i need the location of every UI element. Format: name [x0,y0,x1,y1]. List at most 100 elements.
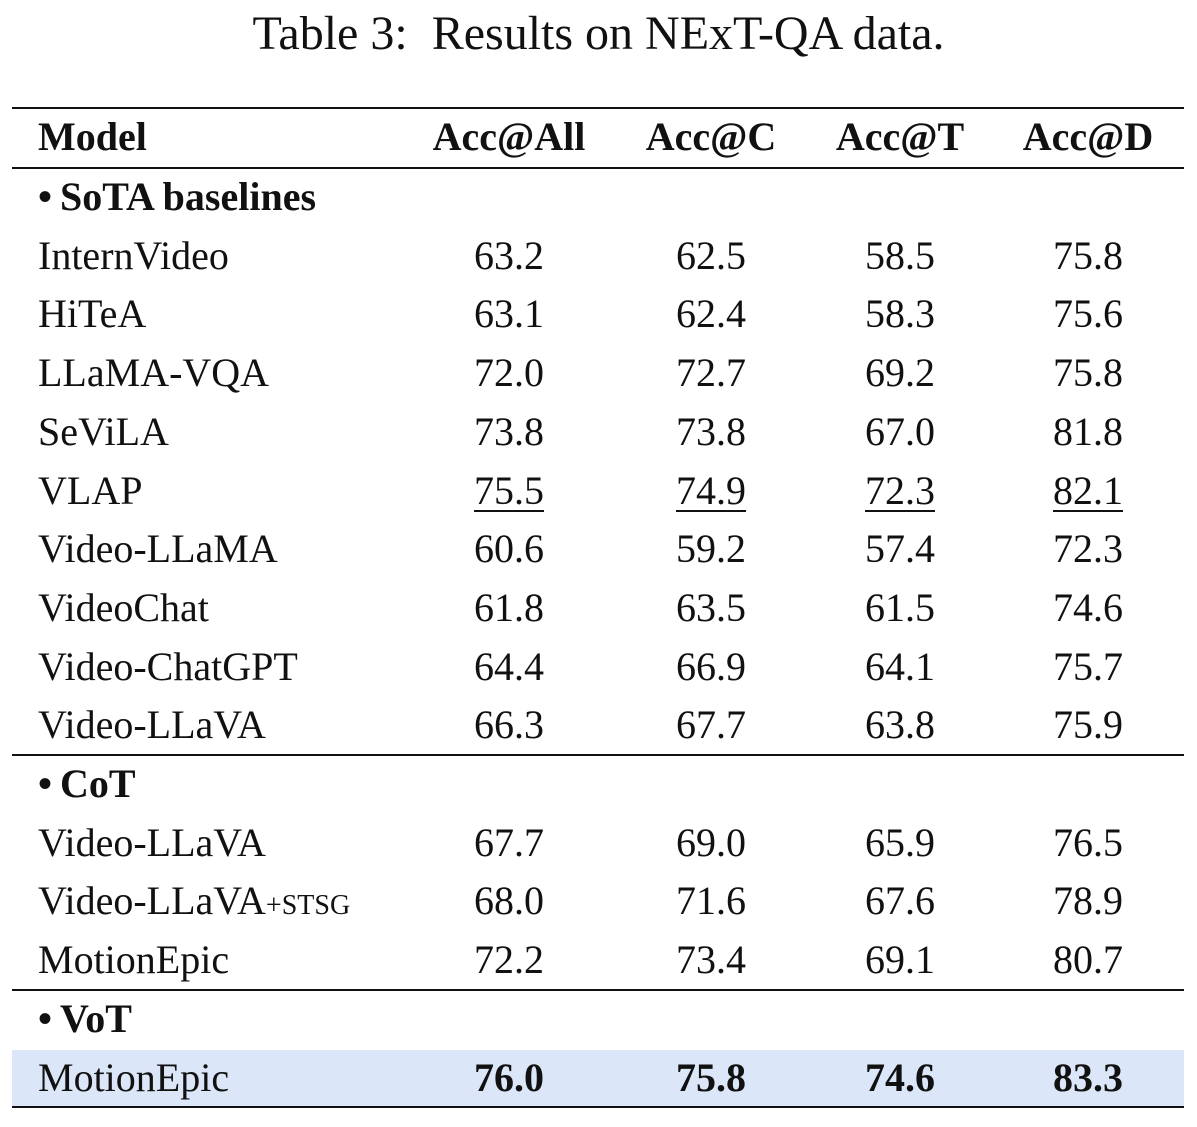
table-row: VideoChat 61.8 63.5 61.5 74.6 [0,579,1197,637]
value-acc-c: 73.8 [626,403,796,461]
group-label-text: CoT [60,761,136,806]
model-name-text: LLaMA-VQA [38,350,270,396]
value-acc-t: 69.1 [815,931,985,989]
value-text: 75.8 [676,1054,746,1100]
value-text: 69.1 [865,937,935,983]
value-text: 76.0 [474,1054,544,1100]
value-acc-t: 69.2 [815,344,985,402]
table-row: Video-ChatGPT 64.4 66.9 64.1 75.7 [0,638,1197,696]
model-name: Video-LLaVA+STSG [38,872,350,935]
value-acc-all: 66.3 [424,696,594,754]
value-acc-c: 63.5 [626,579,796,637]
model-name: Video-LLaVA [38,814,266,872]
value-acc-d: 75.8 [1003,344,1173,402]
model-name-text: VLAP [38,467,143,513]
value-acc-c: 74.9 [626,462,796,520]
value-text: 61.5 [865,584,935,630]
value-acc-t: 67.0 [815,403,985,461]
value-text: 63.1 [474,291,544,337]
value-acc-all: 72.2 [424,931,594,989]
model-name: VLAP [38,462,142,520]
value-acc-c: 72.7 [626,344,796,402]
value-text: 63.2 [474,232,544,278]
value-acc-c: 73.4 [626,931,796,989]
model-name: SeViLA [38,403,169,461]
table-row: LLaMA-VQA 72.0 72.7 69.2 75.8 [0,344,1197,402]
table-row: SeViLA 73.8 73.8 67.0 81.8 [0,403,1197,461]
table-caption: Table 3: Results on NExT-QA data. [252,7,945,60]
group-label: • SoTA baselines [38,168,316,226]
value-text: 69.2 [865,350,935,396]
value-acc-t: 65.9 [815,814,985,872]
column-header-acc-d: Acc@D [1022,114,1154,159]
value-acc-d: 78.9 [1003,872,1173,930]
value-text: 83.3 [1053,1054,1123,1100]
value-acc-d: 75.9 [1003,696,1173,754]
value-text: 64.4 [474,643,544,689]
value-text: 62.4 [676,291,746,337]
bullet-icon: • [38,761,53,806]
value-text: 71.6 [676,878,746,924]
value-text: 75.7 [1053,643,1123,689]
value-acc-all: 68.0 [424,872,594,930]
column-header-acc-all: Acc@All [432,114,586,159]
table-row: MotionEpic 76.0 75.8 74.6 83.3 [0,1049,1197,1107]
model-name: MotionEpic [38,1049,229,1107]
group-label-text: VoT [60,995,132,1041]
value-acc-all: 72.0 [424,344,594,402]
value-text: 60.6 [474,526,544,572]
group-heading-row: • SoTA baselines [0,168,1197,226]
value-text: 81.8 [1053,408,1123,454]
value-acc-d: 72.3 [1003,520,1173,578]
value-acc-c: 75.8 [626,1049,796,1107]
value-text: 66.9 [676,643,746,689]
model-name-text: MotionEpic [38,937,230,983]
value-text: 72.7 [676,350,746,396]
value-acc-all: 67.7 [424,814,594,872]
value-acc-c: 62.5 [626,227,796,285]
model-name-text: HiTeA [38,291,147,337]
model-name-text: VideoChat [38,584,209,630]
group-heading-row: • VoT [0,990,1197,1048]
table-row: Video-LLaVA+STSG 68.0 71.6 67.6 78.9 [0,872,1197,930]
value-acc-t: 74.6 [815,1049,985,1107]
value-text: 63.5 [676,584,746,630]
group-separator-rule [12,754,1184,756]
value-text: 75.5 [474,467,544,513]
table-row: Video-LLaVA 67.7 69.0 65.9 76.5 [0,814,1197,872]
value-acc-all: 64.4 [424,638,594,696]
value-acc-d: 74.6 [1003,579,1173,637]
bullet-icon: • [38,995,53,1041]
group-label: • VoT [38,990,132,1048]
model-name: VideoChat [38,579,209,637]
bottom-rule [12,1106,1184,1109]
value-acc-all: 63.1 [424,285,594,343]
value-acc-t: 64.1 [815,638,985,696]
value-text: 69.0 [676,819,746,865]
value-text: 74.6 [1053,584,1123,630]
value-acc-d: 75.7 [1003,638,1173,696]
value-acc-t: 57.4 [815,520,985,578]
table-row: Video-LLaMA 60.6 59.2 57.4 72.3 [0,520,1197,578]
value-text: 66.3 [474,702,544,748]
value-text: 58.3 [865,291,935,337]
model-name-text: Video-LLaVA [38,819,266,865]
model-name: LLaMA-VQA [38,344,269,402]
table-row: MotionEpic 72.2 73.4 69.1 80.7 [0,931,1197,989]
value-text: 72.3 [865,467,935,513]
value-text: 78.9 [1053,878,1123,924]
model-name: Video-ChatGPT [38,638,298,696]
value-acc-t: 61.5 [815,579,985,637]
model-suffix: +STSG [265,890,351,922]
value-acc-d: 75.6 [1003,285,1173,343]
model-name-text: Video-ChatGPT [38,643,298,689]
value-text: 75.8 [1053,232,1123,278]
value-acc-c: 67.7 [626,696,796,754]
value-acc-t: 58.3 [815,285,985,343]
value-acc-t: 72.3 [815,462,985,520]
value-acc-c: 71.6 [626,872,796,930]
column-header-model: Model [38,114,147,159]
value-text: 67.7 [676,702,746,748]
value-acc-c: 59.2 [626,520,796,578]
value-acc-all: 76.0 [424,1049,594,1107]
